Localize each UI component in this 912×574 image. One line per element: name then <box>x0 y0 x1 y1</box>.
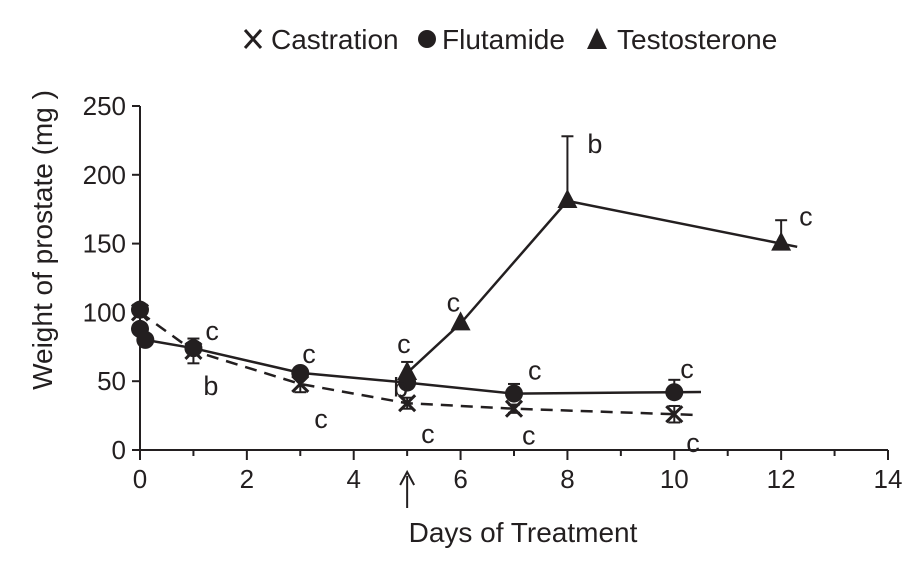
y-tick-label: 50 <box>97 366 126 396</box>
legend-item-castration: Castration <box>243 24 399 55</box>
significance-label: c <box>314 404 328 434</box>
significance-label: b <box>393 373 408 403</box>
significance-label: c <box>528 356 542 386</box>
legend-item-flutamide: Flutamide <box>418 24 565 55</box>
series-line <box>145 338 702 395</box>
data-point-triangle <box>397 360 418 380</box>
x-axis-title: Days of Treatment <box>409 517 638 548</box>
significance-label: c <box>799 202 813 232</box>
x-tick-label: 0 <box>133 464 147 494</box>
significance-label: c <box>397 329 411 359</box>
data-point-circle <box>136 330 155 349</box>
significance-label: b <box>587 129 602 159</box>
significance-label: c <box>680 354 694 384</box>
data-point-x <box>665 405 684 424</box>
y-tick-label: 100 <box>83 297 126 327</box>
data-point-triangle <box>771 231 792 251</box>
significance-label: c <box>205 316 219 346</box>
legend-item-testosterone: Testosterone <box>587 24 777 55</box>
significance-label: c <box>522 421 536 451</box>
data-point-x <box>398 394 417 413</box>
significance-label: b <box>203 371 218 401</box>
x-tick-label: 6 <box>453 464 467 494</box>
legend-circle-marker-icon <box>418 30 436 48</box>
y-axis-title: Weight of prostate (mg ) <box>27 90 58 390</box>
data-point-circle <box>291 363 310 382</box>
x-tick-label: 8 <box>560 464 574 494</box>
x-tick-label: 10 <box>660 464 689 494</box>
legend-label-testosterone: Testosterone <box>617 24 777 55</box>
data-point-x <box>504 399 524 418</box>
significance-label: c <box>421 419 435 449</box>
y-tick-label: 200 <box>83 160 126 190</box>
significance-label: c <box>686 428 700 458</box>
x-ticks: 0 2 4 6 8 10 12 14 <box>133 450 903 494</box>
data-point-triangle <box>557 188 578 208</box>
significance-label: c <box>302 339 316 369</box>
data-point-circle <box>131 300 149 319</box>
treatment-start-arrow-icon <box>399 469 416 508</box>
x-tick-label: 4 <box>346 464 360 494</box>
y-tick-label: 250 <box>83 91 126 121</box>
data-point-triangle <box>450 311 471 331</box>
legend-x-marker-icon <box>243 29 263 49</box>
x-tick-label: 14 <box>874 464 903 494</box>
legend-triangle-marker-icon <box>587 28 607 49</box>
y-ticks: 0 50 100 150 200 250 <box>83 91 140 465</box>
series-testosterone: c c b c <box>397 129 813 380</box>
y-tick-label: 0 <box>112 435 126 465</box>
data-point-circle <box>184 339 203 358</box>
x-tick-label: 12 <box>767 464 796 494</box>
arrow-head <box>399 469 416 486</box>
significance-label: c <box>447 287 461 317</box>
legend-label-flutamide: Flutamide <box>442 24 565 55</box>
legend-label-castration: Castration <box>271 24 399 55</box>
legend: Castration Flutamide Testosterone <box>243 24 777 55</box>
data-point-circle <box>505 384 523 403</box>
y-tick-label: 150 <box>83 229 126 259</box>
data-point-circle <box>665 383 684 402</box>
series-line <box>406 199 798 374</box>
x-tick-label: 2 <box>240 464 254 494</box>
